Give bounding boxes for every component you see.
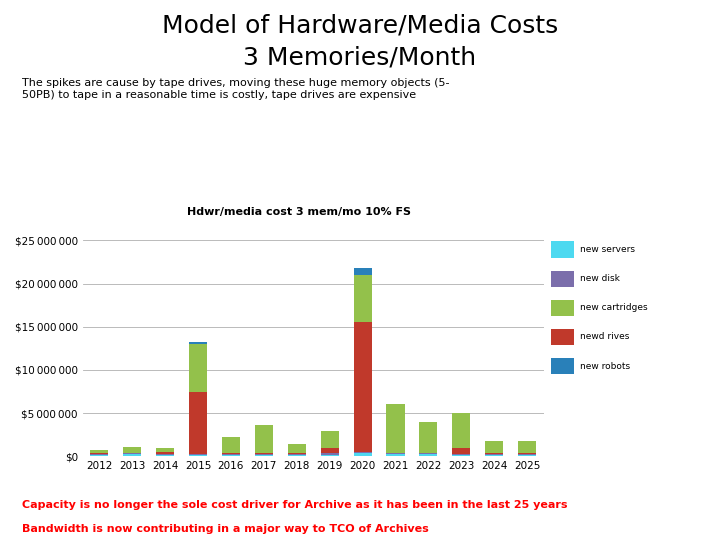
Text: new servers: new servers — [580, 245, 635, 254]
Bar — [387, 404, 405, 453]
Bar — [288, 455, 306, 456]
Bar — [452, 413, 470, 448]
Bar — [255, 454, 273, 455]
Bar — [189, 344, 207, 392]
Bar — [518, 455, 536, 456]
Bar — [189, 342, 207, 344]
Bar — [551, 241, 574, 258]
Bar — [90, 454, 108, 455]
Bar — [320, 455, 338, 456]
Bar — [156, 455, 174, 456]
Bar — [551, 271, 574, 287]
Bar — [452, 454, 470, 455]
Bar — [419, 422, 438, 453]
Bar — [419, 454, 438, 456]
Bar — [354, 452, 372, 453]
Bar — [255, 455, 273, 456]
Text: The spikes are cause by tape drives, moving these huge memory objects (5-
50PB) : The spikes are cause by tape drives, mov… — [22, 78, 449, 100]
Bar — [320, 431, 338, 448]
Text: Model of Hardware/Media Costs: Model of Hardware/Media Costs — [162, 14, 558, 37]
Bar — [419, 453, 438, 454]
Bar — [354, 322, 372, 452]
Bar — [485, 441, 503, 454]
Bar — [222, 454, 240, 455]
Bar — [222, 455, 240, 456]
Bar — [255, 426, 273, 453]
Bar — [288, 454, 306, 455]
Bar — [354, 268, 372, 275]
Bar — [320, 448, 338, 453]
Text: Hdwr/media cost 3 mem/mo 10% FS: Hdwr/media cost 3 mem/mo 10% FS — [186, 207, 411, 217]
Bar — [354, 453, 372, 456]
Bar — [222, 437, 240, 454]
Text: 3 Memories/Month: 3 Memories/Month — [243, 46, 477, 70]
Bar — [518, 454, 536, 455]
Bar — [387, 454, 405, 456]
Bar — [320, 453, 338, 455]
Bar — [551, 358, 574, 374]
Text: Bandwidth is now contributing in a major way to TCO of Archives: Bandwidth is now contributing in a major… — [22, 524, 428, 534]
Bar — [189, 455, 207, 456]
Bar — [189, 392, 207, 454]
Bar — [156, 452, 174, 454]
Bar — [156, 454, 174, 455]
Bar — [156, 448, 174, 452]
Text: new disk: new disk — [580, 274, 620, 283]
Bar — [387, 453, 405, 454]
Bar — [485, 455, 503, 456]
Text: new cartridges: new cartridges — [580, 303, 648, 312]
Bar — [255, 453, 273, 454]
Text: Capacity is no longer the sole cost driver for Archive as it has been in the las: Capacity is no longer the sole cost driv… — [22, 500, 567, 510]
Bar — [551, 329, 574, 345]
Bar — [90, 450, 108, 454]
Text: new robots: new robots — [580, 362, 631, 370]
Text: newd rives: newd rives — [580, 333, 630, 341]
Bar — [518, 441, 536, 454]
Bar — [189, 454, 207, 455]
Bar — [551, 300, 574, 316]
Bar — [452, 455, 470, 456]
Bar — [123, 454, 141, 456]
Bar — [354, 275, 372, 322]
Bar — [485, 454, 503, 455]
Bar — [123, 447, 141, 453]
Bar — [452, 448, 470, 454]
Bar — [288, 444, 306, 454]
Bar — [90, 455, 108, 456]
